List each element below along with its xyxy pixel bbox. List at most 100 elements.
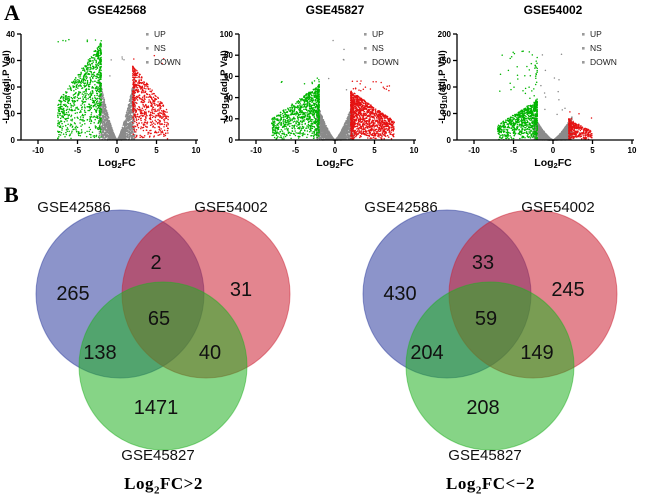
y-axis-label: -Log10(adj.P Val) — [1, 50, 13, 124]
scatter-points — [57, 38, 170, 141]
legend: UP NS DOWN — [582, 29, 617, 67]
y-tick-label: 30 — [6, 56, 15, 65]
x-axis-label: Log2FC — [316, 157, 354, 170]
axes — [17, 33, 198, 144]
legend-label: NS — [590, 43, 602, 53]
venn-canvas-left: GSE42586 GSE54002 GSE45827 265 2 31 65 138 40 147… — [0, 196, 327, 473]
legend-label: DOWN — [154, 57, 181, 67]
axes — [235, 33, 416, 144]
venn-canvas-right: GSE42586 GSE54002 GSE45827 430 33 245 59 204 149… — [327, 196, 654, 473]
venn-svg: GSE42586 GSE54002 GSE45827 265 2 31 65 138 40 147… — [35, 199, 291, 464]
x-tick-label: -5 — [74, 146, 82, 155]
y-tick-label: 150 — [438, 56, 452, 65]
y-tick-label: 0 — [11, 136, 16, 145]
legend-marker-dot — [364, 33, 367, 36]
venn-caption-right: Log2FC<−2 — [327, 474, 654, 496]
legend-marker-dot — [364, 61, 367, 64]
points-down — [57, 38, 102, 140]
points-up — [350, 80, 395, 140]
tick-labels: 0 20 40 60 80 100 -10 -5 0 5 10 — [220, 30, 419, 155]
venn-set-label-c: GSE45827 — [121, 447, 194, 464]
axes — [453, 33, 634, 144]
venn-set-label-b: GSE54002 — [521, 199, 594, 216]
venn-svg: GSE42586 GSE54002 GSE45827 430 33 245 59 204 149… — [362, 199, 618, 464]
venn-region-count-c_only: 1471 — [134, 397, 179, 419]
legend-marker-dot — [582, 61, 585, 64]
volcano-plot-3: 0 50 100 150 200 -10 -5 0 5 10 GSE54002 Log2FC -Log1… — [436, 0, 654, 192]
y-tick-label: 60 — [224, 72, 233, 81]
legend-marker-dot — [146, 47, 149, 50]
x-axis-label: Log2FC — [534, 157, 572, 170]
legend-label: NS — [154, 43, 166, 53]
venn-circle-c — [78, 281, 248, 451]
venn-region-count-abc: 65 — [148, 308, 170, 330]
y-tick-label: 0 — [229, 136, 234, 145]
legend-label: UP — [372, 29, 384, 39]
volcano-svg: 0 20 40 60 80 100 -10 -5 0 5 10 GSE45827 Log2FC -Log1… — [219, 3, 419, 170]
y-tick-label: 10 — [6, 109, 15, 118]
x-tick-label: 10 — [192, 146, 201, 155]
volcano-svg: 0 50 100 150 200 -10 -5 0 5 10 GSE54002 Log2FC -Log1… — [437, 3, 637, 170]
plot-title: GSE42568 — [88, 3, 147, 17]
caption-text: FC>2 — [159, 474, 203, 493]
x-tick-label: 0 — [115, 146, 120, 155]
x-tick-label: 5 — [590, 146, 595, 155]
venn-region-count-bc: 149 — [520, 342, 553, 364]
tick-labels: 0 50 100 150 200 -10 -5 0 5 10 — [438, 30, 637, 155]
volcano-plot-2: 0 20 40 60 80 100 -10 -5 0 5 10 GSE45827 Log2FC -Log1… — [218, 0, 436, 192]
y-tick-label: 200 — [438, 30, 452, 39]
legend-marker-dot — [582, 47, 585, 50]
legend-label: DOWN — [590, 57, 617, 67]
y-tick-label: 80 — [224, 51, 233, 60]
venn-diagram-left: GSE42586 GSE54002 GSE45827 265 2 31 65 138 40 147… — [0, 196, 327, 496]
legend-marker-dot — [146, 33, 149, 36]
venn-set-label-a: GSE42586 — [364, 199, 437, 216]
points-up — [568, 111, 593, 141]
x-tick-label: 5 — [372, 146, 377, 155]
caption-subscript: 2 — [475, 484, 482, 497]
venn-region-count-a_only: 265 — [56, 283, 89, 305]
legend-label: DOWN — [372, 57, 399, 67]
venn-diagram-row: GSE42586 GSE54002 GSE45827 265 2 31 65 138 40 147… — [0, 196, 655, 496]
y-tick-label: 20 — [6, 83, 15, 92]
venn-set-label-b: GSE54002 — [194, 199, 267, 216]
venn-set-label-c: GSE45827 — [448, 447, 521, 464]
x-tick-label: -5 — [510, 146, 518, 155]
caption-text: Log — [446, 474, 476, 493]
caption-text: Log — [124, 474, 154, 493]
volcano-svg: 0 10 20 30 40 -10 -5 0 5 10 GSE42568 Log2FC -Log10(a… — [1, 3, 201, 170]
x-tick-label: -10 — [32, 146, 44, 155]
venn-region-count-b_only: 245 — [551, 279, 584, 301]
tick-labels: 0 10 20 30 40 -10 -5 0 5 10 — [6, 30, 201, 155]
venn-caption-left: Log2FC>2 — [0, 474, 327, 496]
y-tick-label: 40 — [6, 30, 15, 39]
legend-marker-dot — [146, 61, 149, 64]
x-axis-label: Log2FC — [98, 157, 136, 170]
y-tick-label: 100 — [438, 83, 452, 92]
x-tick-label: -5 — [292, 146, 300, 155]
legend-label: UP — [154, 29, 166, 39]
volcano-plot-1: 0 10 20 30 40 -10 -5 0 5 10 GSE42568 Log2FC -Log10(a… — [0, 0, 218, 192]
y-tick-label: 40 — [224, 93, 233, 102]
panel-a-label: A — [4, 0, 20, 25]
plot-title: GSE45827 — [306, 3, 365, 17]
points-down — [497, 50, 538, 141]
points-down — [271, 77, 320, 141]
y-tick-label: 50 — [442, 109, 451, 118]
x-tick-label: 5 — [154, 146, 159, 155]
venn-region-count-ab: 2 — [150, 252, 161, 274]
venn-circle-c — [405, 281, 575, 451]
legend-marker-dot — [582, 33, 585, 36]
y-axis-label: -Log10(adj.P Val) — [437, 50, 449, 124]
legend-marker-dot — [364, 47, 367, 50]
venn-region-count-ab: 33 — [472, 252, 494, 274]
venn-set-label-a: GSE42586 — [37, 199, 110, 216]
y-tick-label: 100 — [220, 30, 234, 39]
x-tick-label: 10 — [628, 146, 637, 155]
x-tick-label: 0 — [551, 146, 556, 155]
y-tick-label: 0 — [447, 136, 452, 145]
y-tick-label: 20 — [224, 115, 233, 124]
venn-region-count-bc: 40 — [199, 342, 221, 364]
plot-title: GSE54002 — [524, 3, 583, 17]
